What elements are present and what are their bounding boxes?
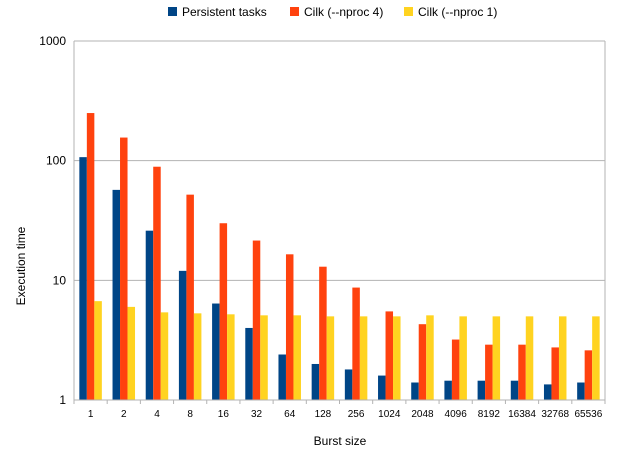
- bar-cilk-nproc-4-2: [120, 137, 128, 400]
- x-tick-label: 32: [251, 409, 263, 420]
- bar-cilk-nproc-1-16: [227, 314, 235, 400]
- x-axis-label: Burst size: [314, 434, 367, 448]
- bar-cilk-nproc-1-4096: [459, 316, 467, 400]
- x-tick-label: 64: [284, 409, 296, 420]
- x-tick-label: 4096: [445, 409, 468, 420]
- bar-cilk-nproc-4-65536: [584, 350, 593, 400]
- bar-cilk-nproc-4-4096: [451, 339, 460, 400]
- bar-persistent-tasks-256: [344, 369, 353, 400]
- bar-persistent-tasks-65536: [577, 382, 585, 400]
- bar-persistent-tasks-32768: [543, 384, 552, 400]
- bar-persistent-tasks-128: [311, 363, 320, 400]
- bar-persistent-tasks-64: [278, 354, 286, 400]
- bar-cilk-nproc-1-8192: [492, 316, 501, 400]
- legend: Persistent tasks Cilk (--nproc 4) Cilk (…: [168, 5, 497, 19]
- x-tick-label: 2048: [411, 409, 434, 420]
- y-axis-label: Execution time: [14, 226, 28, 305]
- bar-persistent-tasks-8192: [477, 380, 486, 400]
- y-tick-labels: 1 10 100 1000: [39, 34, 66, 407]
- bar-persistent-tasks-4: [145, 230, 154, 400]
- bar-cilk-nproc-4-4: [153, 166, 161, 400]
- x-tick-label: 1: [88, 409, 94, 420]
- x-tick-label: 16384: [508, 409, 536, 420]
- bar-cilk-nproc-1-64: [293, 315, 301, 400]
- x-tick-labels: 1 2 4 8 16 32 64 128 256 1024 2048 4096 8192 16384 327…: [88, 409, 603, 420]
- y-tick-label: 10: [53, 273, 67, 287]
- legend-swatch-persistent-tasks: [168, 7, 177, 16]
- bar-cilk-nproc-1-2048: [426, 315, 434, 400]
- bar-cilk-nproc-4-64: [285, 254, 294, 400]
- bar-cilk-nproc-1-32: [260, 315, 268, 400]
- bar-persistent-tasks-1: [79, 157, 87, 400]
- y-tick-label: 100: [46, 154, 66, 168]
- x-tick-label: 128: [315, 409, 332, 420]
- bar-cilk-nproc-1-256: [359, 316, 368, 400]
- bar-persistent-tasks-16: [212, 303, 220, 400]
- x-tick-label: 65536: [575, 409, 603, 420]
- bar-cilk-nproc-4-1024: [385, 311, 394, 400]
- bar-persistent-tasks-32: [245, 327, 253, 400]
- x-tick-label: 8192: [478, 409, 501, 420]
- bar-cilk-nproc-1-8: [193, 313, 202, 400]
- axes: [73, 41, 606, 404]
- bar-cilk-nproc-4-8192: [485, 344, 493, 400]
- x-tick-label: 4: [154, 409, 160, 420]
- legend-label-persistent-tasks: Persistent tasks: [182, 5, 267, 19]
- bar-cilk-nproc-4-128: [319, 266, 327, 400]
- bar-cilk-nproc-4-16: [219, 223, 228, 400]
- bar-cilk-nproc-4-256: [352, 287, 360, 400]
- legend-swatch-cilk-nproc-4: [290, 7, 299, 16]
- bar-cilk-nproc-4-8: [186, 194, 194, 400]
- bar-persistent-tasks-16384: [510, 380, 519, 400]
- bar-persistent-tasks-8: [178, 270, 187, 400]
- legend-swatch-cilk-nproc-1: [404, 7, 413, 16]
- y-tick-label: 1: [59, 393, 66, 407]
- bar-cilk-nproc-1-65536: [592, 316, 600, 400]
- bar-cilk-nproc-1-4: [160, 312, 169, 400]
- x-tick-label: 32768: [541, 409, 569, 420]
- bar-persistent-tasks-4096: [444, 380, 452, 400]
- bars: [79, 113, 600, 400]
- bar-cilk-nproc-1-32768: [558, 316, 567, 400]
- bar-cilk-nproc-4-32: [252, 240, 261, 400]
- bar-cilk-nproc-4-2048: [418, 324, 427, 400]
- legend-label-cilk-nproc-4: Cilk (--nproc 4): [304, 5, 383, 19]
- x-tick-label: 2: [121, 409, 127, 420]
- bar-persistent-tasks-2048: [411, 382, 419, 400]
- bar-cilk-nproc-4-32768: [551, 347, 559, 400]
- bar-persistent-tasks-1024: [378, 375, 386, 400]
- bar-cilk-nproc-4-16384: [518, 344, 526, 400]
- x-tick-label: 16: [218, 409, 230, 420]
- y-tick-label: 1000: [39, 34, 66, 48]
- legend-label-cilk-nproc-1: Cilk (--nproc 1): [418, 5, 497, 19]
- bar-cilk-nproc-1-128: [326, 316, 335, 400]
- bar-cilk-nproc-1-2: [127, 306, 136, 400]
- x-tick-label: 256: [348, 409, 365, 420]
- bar-persistent-tasks-2: [112, 189, 121, 400]
- bar-cilk-nproc-1-1024: [393, 316, 401, 400]
- bar-cilk-nproc-1-1: [94, 301, 102, 400]
- x-tick-label: 1024: [378, 409, 401, 420]
- x-tick-label: 8: [187, 409, 193, 420]
- bar-cilk-nproc-4-1: [86, 113, 95, 400]
- bar-cilk-nproc-1-16384: [525, 316, 534, 400]
